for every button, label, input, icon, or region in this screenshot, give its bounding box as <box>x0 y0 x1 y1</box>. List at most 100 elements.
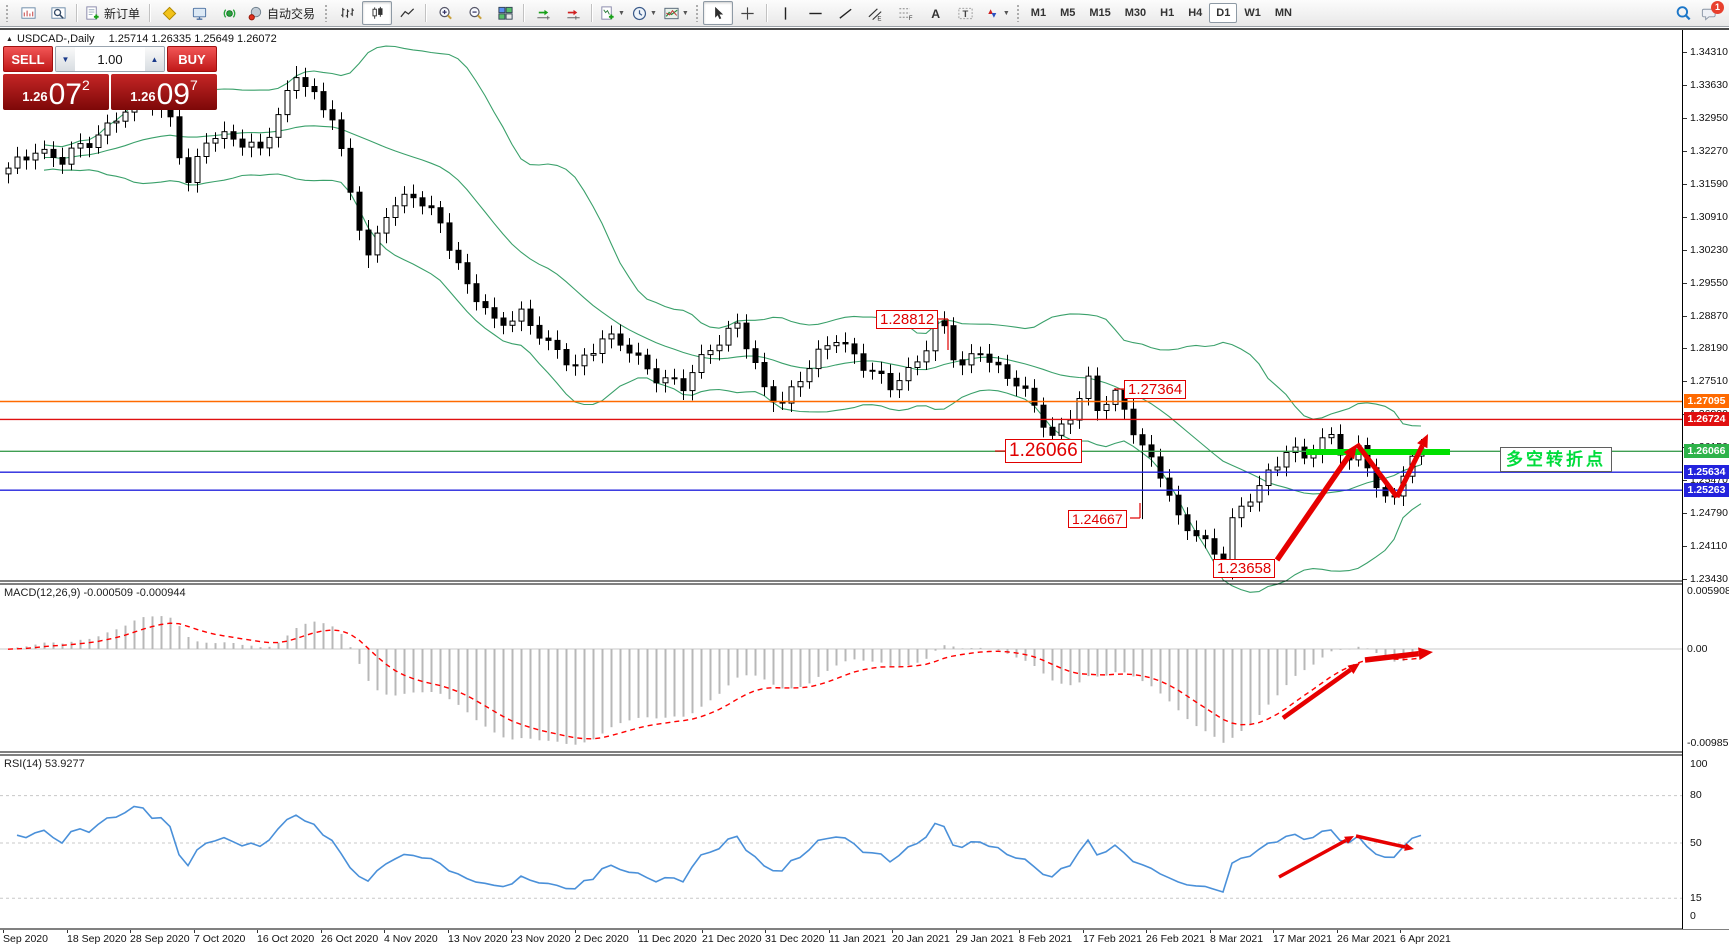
candles-icon <box>369 5 386 22</box>
toolbar-separator <box>76 4 78 22</box>
timeframe-M30[interactable]: M30 <box>1124 7 1147 19</box>
tile-windows-button[interactable] <box>490 1 520 25</box>
price-line-tag: 1.26724 <box>1684 412 1729 426</box>
terminal-button[interactable] <box>184 1 214 25</box>
zoom-in-button[interactable] <box>430 1 460 25</box>
zoom-out-icon <box>467 5 484 22</box>
channel-button[interactable]: E <box>861 1 891 25</box>
text-button[interactable]: A <box>921 1 951 25</box>
horizontal-line-button[interactable] <box>801 1 831 25</box>
price-label[interactable]: 1.26066 <box>1005 439 1082 463</box>
line-chart-icon <box>399 5 416 22</box>
indicators-icon <box>599 5 616 22</box>
periods-button[interactable]: ▼ <box>628 1 660 25</box>
timeframe-MN[interactable]: MN <box>1274 7 1292 19</box>
line-chart-button[interactable] <box>392 1 422 25</box>
trendline-button[interactable] <box>831 1 861 25</box>
time-tick-label: 20 Jan 2021 <box>892 933 950 945</box>
volume-decrease-button[interactable]: ▼ <box>56 47 75 71</box>
toolbar-grip[interactable] <box>324 4 329 22</box>
sell-price-base: 1.26 <box>22 89 48 104</box>
candlestick-button[interactable] <box>362 1 393 25</box>
timeframe-M1[interactable]: M1 <box>1030 7 1047 19</box>
metaeditor-button[interactable] <box>154 1 184 25</box>
templates-button[interactable]: ▼ <box>660 1 692 25</box>
svg-text:T: T <box>963 8 969 19</box>
cursor-button[interactable] <box>702 1 733 25</box>
profiles-icon <box>50 5 67 22</box>
fibo-icon: F <box>897 5 914 22</box>
axis-tick-mark <box>1683 118 1687 119</box>
sell-price[interactable]: 1.26 07 2 <box>3 74 109 110</box>
toolbar-separator <box>425 4 428 22</box>
time-tick-label: 11 Jan 2021 <box>829 933 887 945</box>
autotrading-button[interactable]: 自动交易 <box>244 1 321 25</box>
rsi-axis-label: 0 <box>1690 910 1696 922</box>
signals-button[interactable] <box>214 1 244 25</box>
price-label[interactable]: 1.23658 <box>1213 559 1276 579</box>
crosshair-button[interactable] <box>733 1 763 25</box>
chevron-down-icon[interactable]: ▼ <box>681 9 689 17</box>
collapse-icon[interactable]: ▲ <box>6 35 13 43</box>
toolbar-separator <box>149 4 152 22</box>
chevron-down-icon[interactable]: ▼ <box>618 9 625 17</box>
price-label[interactable]: 1.28812 <box>876 310 939 330</box>
notifications-button[interactable]: 1 <box>1700 0 1724 22</box>
new-order-button[interactable]: 新订单 <box>81 1 146 25</box>
chevron-down-icon[interactable]: ▼ <box>1002 9 1010 17</box>
profiles-button[interactable] <box>43 1 73 25</box>
time-tick-label: 23 Nov 2020 <box>511 933 571 945</box>
arrows-button[interactable]: ▼ <box>981 1 1013 25</box>
time-tick-mark <box>321 930 322 933</box>
macd-axis-label: 0.005908 <box>1687 585 1729 597</box>
timeframe-H4[interactable]: H4 <box>1188 7 1203 19</box>
vertical-line-button[interactable] <box>771 1 801 25</box>
fibonacci-button[interactable]: F <box>891 1 921 25</box>
toolbar-grip[interactable] <box>1015 4 1020 22</box>
sell-button[interactable]: SELL <box>3 46 53 72</box>
price-axis[interactable]: 1.34310 1.33630 1.32950 1.32270 1.31590 1.309… <box>1682 30 1729 929</box>
annotation-turning-point[interactable]: 多空转折点 <box>1500 447 1612 473</box>
time-axis[interactable]: Sep 2020 18 Sep 2020 28 Sep 2020 7 Oct 2020… <box>0 930 1729 948</box>
chart-shift-button[interactable] <box>558 1 588 25</box>
axis-tick-mark <box>1683 250 1687 251</box>
timeframe-M15[interactable]: M15 <box>1089 7 1111 19</box>
timeframe-D1[interactable]: D1 <box>1209 3 1238 23</box>
chevron-down-icon[interactable]: ▼ <box>649 9 657 17</box>
search-button[interactable] <box>1675 5 1692 22</box>
text-label-button[interactable]: T <box>951 1 981 25</box>
toolbar-grip[interactable] <box>694 4 699 22</box>
new-chart-button[interactable] <box>13 1 43 25</box>
time-tick-label: 2 Dec 2020 <box>575 933 629 945</box>
toolbar-right: 1 <box>1675 0 1727 22</box>
axis-tick-mark <box>1683 52 1687 53</box>
price-tick-label: 1.28870 <box>1690 310 1728 322</box>
buy-button[interactable]: BUY <box>167 46 217 72</box>
auto-scroll-button[interactable] <box>528 1 558 25</box>
volume-increase-button[interactable]: ▲ <box>145 47 164 71</box>
buy-price[interactable]: 1.26 09 7 <box>111 74 217 110</box>
time-tick-label: 13 Nov 2020 <box>448 933 508 945</box>
price-label[interactable]: 1.27364 <box>1124 380 1187 400</box>
time-tick-label: 16 Oct 2020 <box>257 933 315 945</box>
price-label[interactable]: 1.24667 <box>1068 510 1127 529</box>
timeframe-H1[interactable]: H1 <box>1160 7 1175 19</box>
indicators-button[interactable]: ▼ <box>596 1 628 25</box>
crosshair-icon <box>739 5 756 22</box>
toolbar-grip[interactable] <box>5 4 9 22</box>
zoom-in-icon <box>437 5 454 22</box>
zoom-out-button[interactable] <box>460 1 490 25</box>
time-tick-mark <box>956 930 957 933</box>
time-tick-label: Sep 2020 <box>3 933 48 945</box>
volume-input[interactable]: 1.00 <box>97 51 123 67</box>
axis-tick-mark <box>1683 348 1687 349</box>
textlabel-icon: T <box>957 5 974 22</box>
timeframe-M5[interactable]: M5 <box>1060 7 1076 19</box>
time-tick-mark <box>448 930 449 933</box>
bar-chart-button[interactable] <box>332 1 362 25</box>
macd-axis-label: 0.00 <box>1687 643 1708 655</box>
timeframe-W1[interactable]: W1 <box>1244 7 1261 19</box>
